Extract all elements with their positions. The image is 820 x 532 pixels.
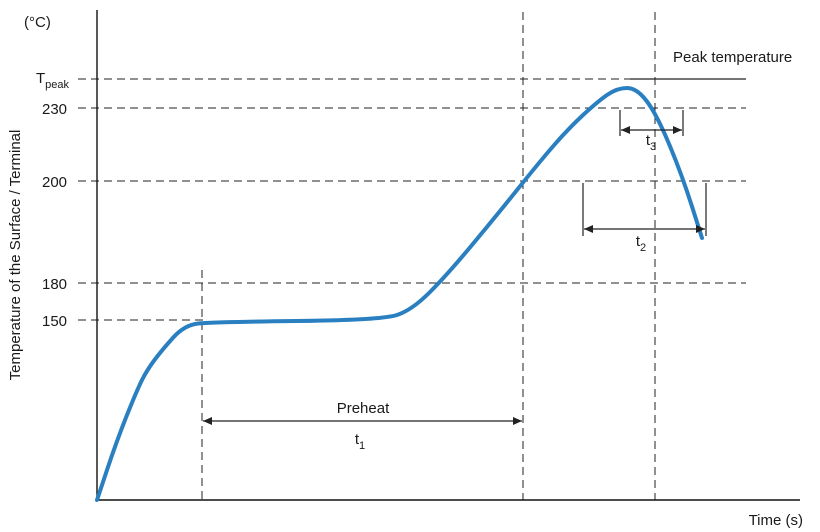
t3-label: t3: [646, 132, 656, 153]
y-unit-label: (°C): [24, 14, 51, 31]
t3-arrow-left-head: [621, 126, 630, 134]
t2-arrow-left-head: [584, 225, 593, 233]
peak-temperature-label: Peak temperature: [673, 49, 792, 66]
curve-layer: [95, 86, 704, 502]
x-axis-label: Time (s): [749, 512, 803, 529]
guide-lines: [78, 12, 746, 500]
temperature-curve: [95, 86, 704, 502]
t2-arrow-right-head: [696, 225, 705, 233]
t2-label: t2: [636, 233, 646, 254]
t1-arrow-right-head: [513, 417, 522, 425]
y-tick-tpeak: Tpeak: [36, 70, 70, 91]
y-tick-label: 200: [42, 174, 67, 191]
preheat-label: Preheat: [337, 400, 390, 417]
y-tick-label: 230: [42, 101, 67, 118]
y-tick-label: 150: [42, 313, 67, 330]
t1-arrow-left-head: [203, 417, 212, 425]
y-axis-label: Temperature of the Surface / Terminal: [7, 130, 24, 381]
annotations: [203, 110, 707, 425]
t1-label: t1: [355, 431, 365, 452]
y-tick-label: 180: [42, 276, 67, 293]
axes: [96, 10, 800, 501]
t3-arrow-right-head: [673, 126, 682, 134]
